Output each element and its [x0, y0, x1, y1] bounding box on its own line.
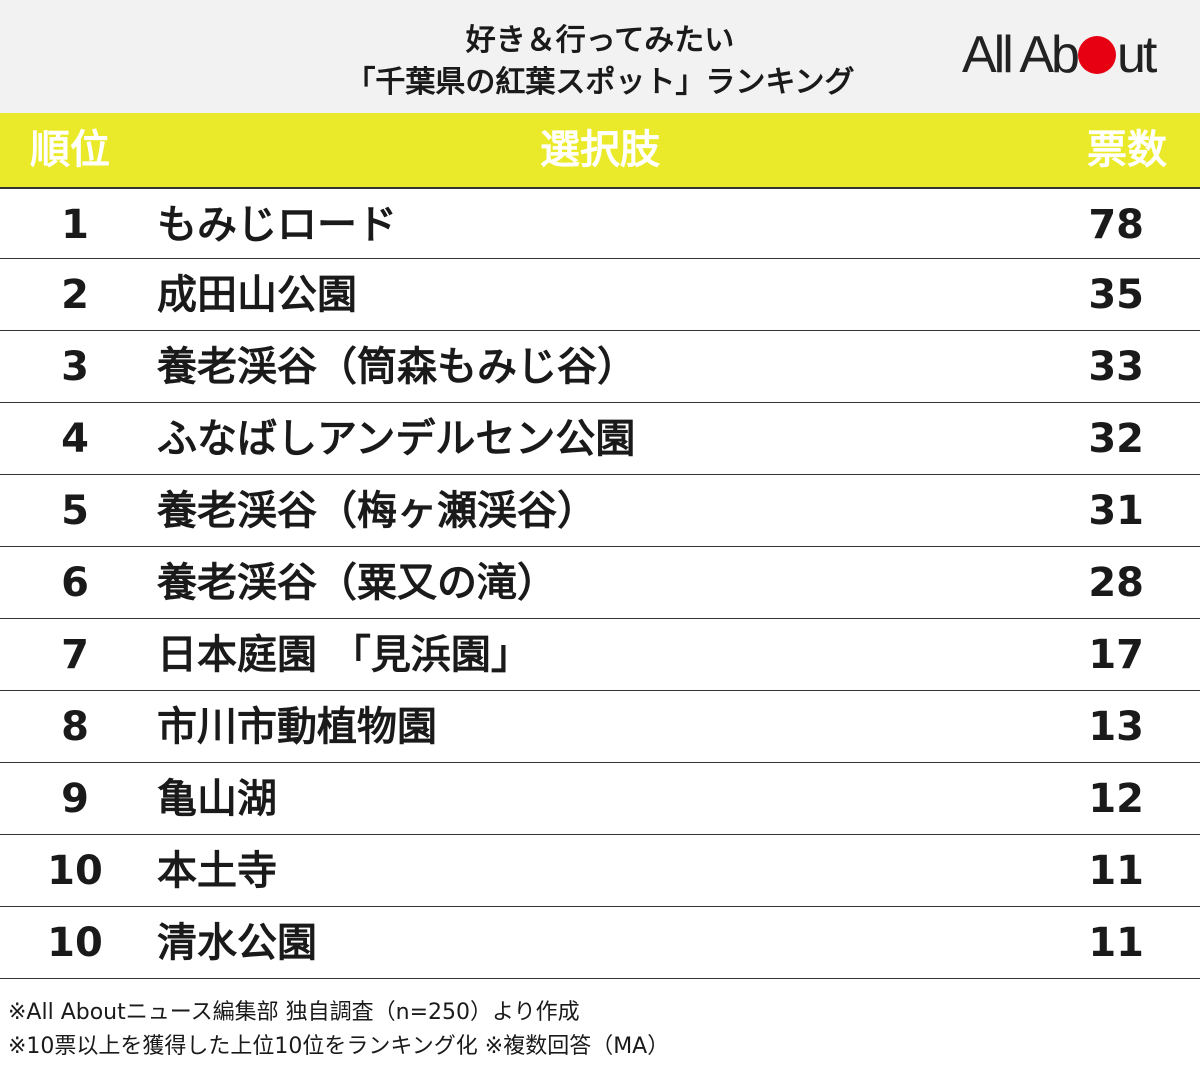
table-row: 9 亀山湖 12	[0, 763, 1200, 835]
column-header-choice: 選択肢	[540, 127, 660, 173]
footnote-source: ※All Aboutニュース編集部 独自調査（n=250）より作成	[8, 1000, 580, 1025]
table-row: 3 養老渓谷（筒森もみじ谷） 33	[0, 331, 1200, 403]
page-title: 好き＆行ってみたい 「千葉県の紅葉スポット」ランキング	[0, 20, 1200, 104]
table-row: 7 日本庭園 「見浜園」 17	[0, 619, 1200, 691]
row-rank: 9	[61, 776, 89, 822]
row-votes: 33	[1088, 344, 1144, 390]
table-row: 4 ふなばしアンデルセン公園 32	[0, 403, 1200, 475]
row-votes: 78	[1088, 202, 1144, 248]
footnote-method: ※10票以上を獲得した上位10位をランキング化 ※複数回答（MA）	[8, 1034, 670, 1059]
row-votes: 32	[1088, 416, 1144, 462]
row-rank: 2	[61, 272, 89, 318]
logo-red-dot-icon	[1077, 36, 1116, 74]
table-row: 5 養老渓谷（梅ヶ瀬渓谷） 31	[0, 475, 1200, 547]
table-row: 1 もみじロード 78	[0, 187, 1200, 259]
row-name: ふなばしアンデルセン公園	[157, 416, 636, 462]
column-header-rank: 順位	[30, 127, 110, 173]
table-row: 8 市川市動植物園 13	[0, 691, 1200, 763]
row-rank: 10	[47, 920, 103, 966]
row-rank: 7	[61, 632, 89, 678]
title-header: 好き＆行ってみたい 「千葉県の紅葉スポット」ランキング All Ab ut	[0, 0, 1200, 113]
row-rank: 3	[61, 344, 89, 390]
title-line-1: 好き＆行ってみたい	[465, 23, 735, 58]
row-rank: 1	[61, 202, 89, 248]
row-name: もみじロード	[157, 202, 397, 248]
logo-text-right: ut	[1116, 26, 1157, 84]
row-name: 養老渓谷（筒森もみじ谷）	[157, 344, 637, 390]
row-rank: 8	[61, 704, 89, 750]
column-header-row: 順位 選択肢 票数	[0, 113, 1200, 187]
ranking-table: 1 もみじロード 78 2 成田山公園 35 3 養老渓谷（筒森もみじ谷） 33…	[0, 187, 1200, 979]
title-line-2: 「千葉県の紅葉スポット」ランキング	[345, 65, 855, 100]
row-name: 養老渓谷（粟又の滝）	[157, 560, 557, 606]
row-rank: 10	[47, 848, 103, 894]
row-name: 亀山湖	[157, 776, 277, 822]
table-row: 10 本土寺 11	[0, 835, 1200, 907]
row-name: 市川市動植物園	[157, 704, 437, 750]
row-name: 成田山公園	[157, 272, 357, 318]
logo-text-left: All Ab	[962, 26, 1080, 84]
row-rank: 6	[61, 560, 89, 606]
allabout-logo: All Ab ut	[962, 25, 1182, 85]
table-row: 6 養老渓谷（粟又の滝） 28	[0, 547, 1200, 619]
row-votes: 28	[1088, 560, 1144, 606]
row-votes: 12	[1088, 776, 1144, 822]
row-rank: 5	[61, 488, 89, 534]
row-name: 本土寺	[157, 848, 277, 894]
row-rank: 4	[61, 416, 89, 462]
row-votes: 11	[1088, 848, 1144, 894]
row-votes: 35	[1088, 272, 1144, 318]
row-name: 清水公園	[157, 920, 317, 966]
table-row: 10 清水公園 11	[0, 907, 1200, 979]
row-name: 養老渓谷（梅ヶ瀬渓谷）	[157, 488, 597, 534]
row-votes: 13	[1088, 704, 1144, 750]
table-row: 2 成田山公園 35	[0, 259, 1200, 331]
row-name: 日本庭園 「見浜園」	[157, 632, 531, 678]
row-votes: 11	[1088, 920, 1144, 966]
column-header-votes: 票数	[1087, 127, 1167, 173]
row-votes: 31	[1088, 488, 1144, 534]
row-votes: 17	[1088, 632, 1144, 678]
footnotes: ※All Aboutニュース編集部 独自調査（n=250）より作成 ※10票以上…	[8, 996, 669, 1064]
